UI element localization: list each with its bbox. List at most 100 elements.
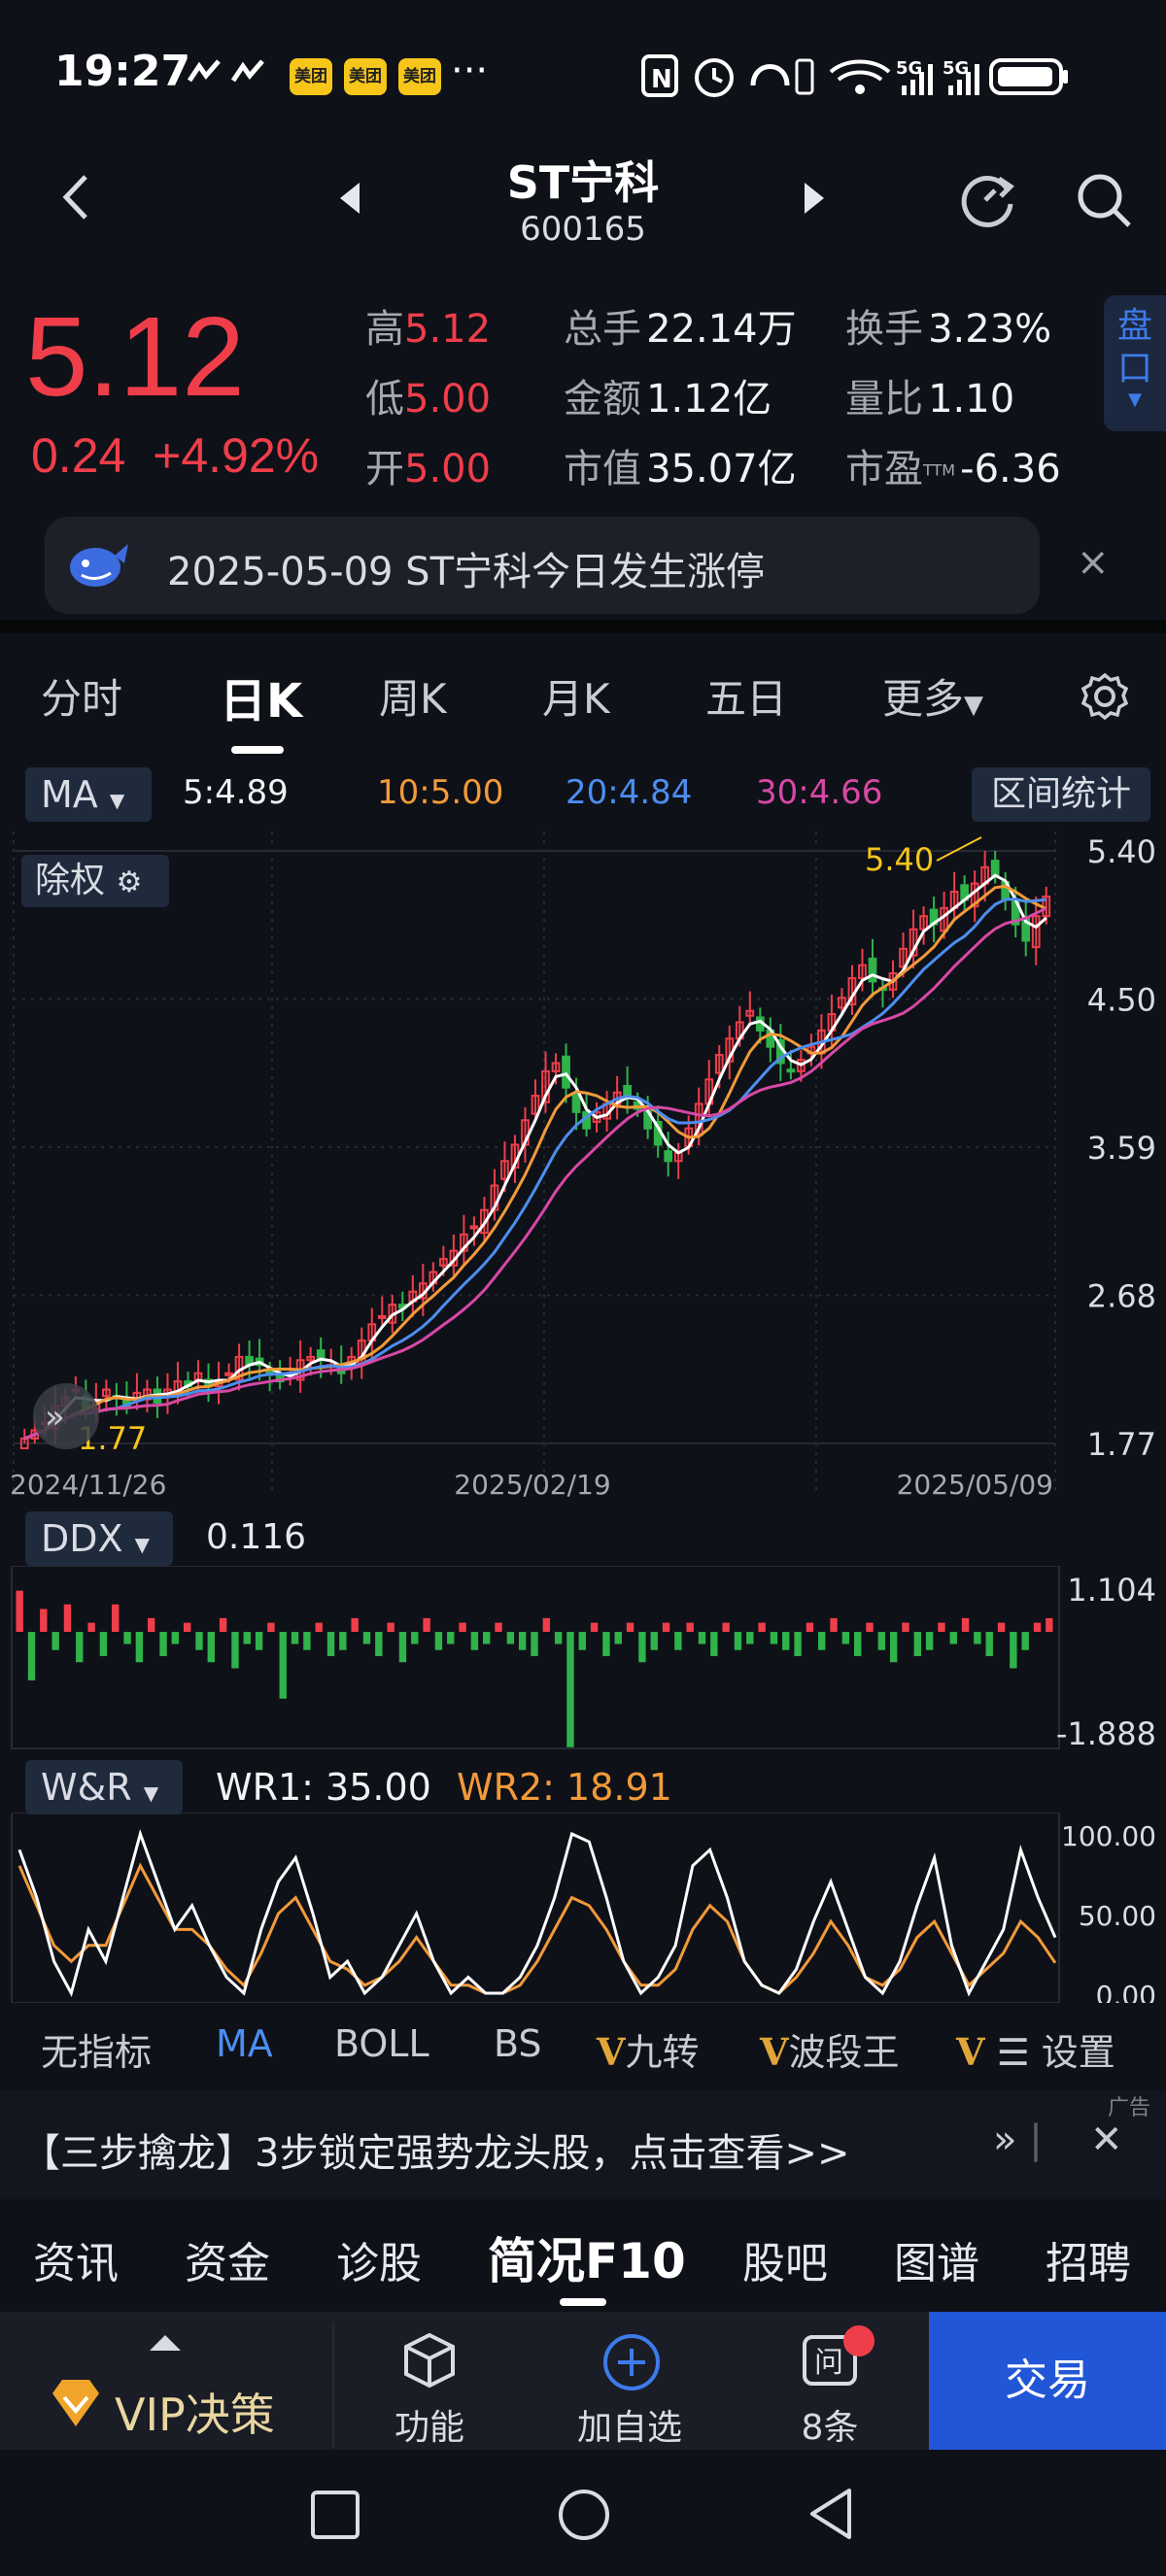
indicator-wave-king[interactable]: V波段王 [760,2030,900,2074]
ddx-bar [76,1632,84,1663]
recent-apps-icon[interactable] [309,2489,361,2541]
candle-body [623,1084,632,1098]
ddx-bar [303,1632,311,1650]
candle-body [306,1355,316,1362]
ddx-dropdown[interactable]: DDX ▼ [25,1511,173,1566]
tab-more[interactable]: 更多▼ [882,675,984,723]
ddx-bar [889,1632,898,1663]
expand-arrows-icon: » [45,1398,65,1437]
ad-more-icon[interactable]: » | [993,2118,1043,2162]
pankou-label: 盘口 [1116,306,1152,389]
tab-weekly-k[interactable]: 周K [379,675,447,723]
stat-low: 低5.00 [365,377,492,422]
ddx-bar [183,1622,191,1632]
ad-banner[interactable] [0,2090,1166,2199]
gear-icon[interactable] [1080,672,1129,721]
ddx-bar [195,1632,203,1650]
ad-text[interactable]: 【三步擒龙】3步锁定强势龙头股，点击查看>> [21,2131,850,2176]
ddx-chart[interactable]: 1.104 -1.888 [0,1566,1166,1760]
nav-diagnosis[interactable]: 诊股 [336,2239,422,2288]
questions-button[interactable]: 8条 [801,2408,859,2448]
ex-rights-button[interactable]: 除权 ⚙ [21,855,169,907]
wr-dropdown[interactable]: W&R ▼ [25,1760,183,1814]
search-icon[interactable] [1075,171,1135,231]
ma-dropdown[interactable]: MA ▼ [25,767,152,822]
ddx-bar [279,1632,287,1699]
y-axis-ticks: 5.40 4.50 3.59 2.68 1.77 [1087,833,1156,1463]
pankou-tab[interactable]: 盘口 ▼ [1104,295,1166,431]
nav-f10[interactable]: 简况F10 [488,2233,686,2289]
caret-up-icon[interactable] [146,2331,185,2355]
candle-body [551,1062,561,1072]
ddx-bar [16,1590,23,1632]
ddx-bar [326,1632,335,1656]
ddx-bar [362,1632,371,1644]
ddx-bar [949,1632,957,1644]
nav-jobs[interactable]: 招聘 [1046,2239,1131,2288]
function-button[interactable]: 功能 [394,2408,464,2448]
trade-button[interactable]: 交易 [929,2312,1166,2450]
notice-close-button[interactable]: × [1077,540,1110,585]
refresh-icon[interactable] [956,169,1020,233]
indicator-settings[interactable]: V ☰ 设置 [956,2030,1115,2074]
v-badge-icon: V [760,2030,789,2074]
tab-daily-k[interactable]: 日K [220,674,303,729]
ma30-line [23,906,1047,1441]
ddx-bar [1046,1617,1053,1632]
ddx-bar [674,1632,682,1650]
nav-funds[interactable]: 资金 [185,2239,270,2288]
indicator-boll[interactable]: BOLL [334,2022,429,2065]
ad-close-icon[interactable]: ✕ [1090,2118,1123,2162]
ddx-bar [267,1622,275,1632]
prev-stock-icon[interactable] [336,181,365,216]
add-watchlist-button[interactable]: 加自选 [576,2408,682,2448]
wr-chart[interactable]: 100.00 50.00 0.00 [0,1813,1166,2003]
status-icons: N 5G 5G [641,54,1068,97]
ddx-bar [219,1617,227,1632]
y-tick-label: 3.59 [1087,1130,1156,1167]
ddx-bar [87,1622,95,1632]
tab-monthly-k[interactable]: 月K [542,675,610,723]
kline-chart[interactable]: 5.40 4.50 3.59 2.68 1.77 2024/11/26 2025/02/1… [0,831,1166,1502]
ddx-bar [830,1617,838,1632]
wr1-value: WR1: 35.00 [216,1766,431,1809]
ddx-bar [542,1617,551,1632]
back-icon[interactable] [806,2485,855,2543]
tab-five-day[interactable]: 五日 [705,675,788,723]
cube-icon [404,2332,455,2389]
ma20-line [23,898,1046,1441]
current-price: 5.12 [25,293,245,420]
indicator-ma[interactable]: MA [216,2022,273,2065]
limit-up-notice[interactable]: 2025-05-09 ST宁科今日发生涨停 [45,517,1040,614]
ddx-bar [470,1632,479,1650]
ddx-bar [315,1622,323,1632]
indicator-none[interactable]: 无指标 [41,2031,153,2074]
ddx-bar [387,1622,394,1632]
add-circle-icon [603,2334,660,2390]
status-time: 19:27 [54,47,191,96]
ddx-bar [63,1604,72,1632]
nav-forum[interactable]: 股吧 [742,2239,828,2288]
ddx-bar [531,1632,538,1656]
candle-body [838,997,846,1009]
question-icon: 问 [803,2335,857,2386]
ddx-bar [231,1632,239,1669]
tab-intraday[interactable]: 分时 [41,675,123,723]
meituan-badge: 美团 [290,58,332,95]
ddx-bar [806,1622,814,1632]
vip-decision-button[interactable]: VIP决策 [115,2389,275,2441]
nav-news[interactable]: 资讯 [33,2239,119,2288]
ddx-bar [339,1632,347,1650]
svg-text:5G: 5G [896,58,922,79]
back-arrow-icon[interactable] [56,173,95,221]
wr2-value: WR2: 18.91 [457,1766,672,1809]
home-icon[interactable] [556,2487,612,2543]
indicator-nine-turn[interactable]: V九转 [597,2030,700,2074]
indicator-bs[interactable]: BS [494,2022,542,2065]
ddx-bar [27,1632,36,1680]
wr-y-ticks: 100.00 50.00 0.00 [1061,1820,1156,2003]
nav-graph[interactable]: 图谱 [894,2239,979,2288]
range-stats-button[interactable]: 区间统计 [972,767,1150,822]
caret-down-icon: ▼ [134,1533,151,1556]
next-stock-icon[interactable] [799,181,828,216]
